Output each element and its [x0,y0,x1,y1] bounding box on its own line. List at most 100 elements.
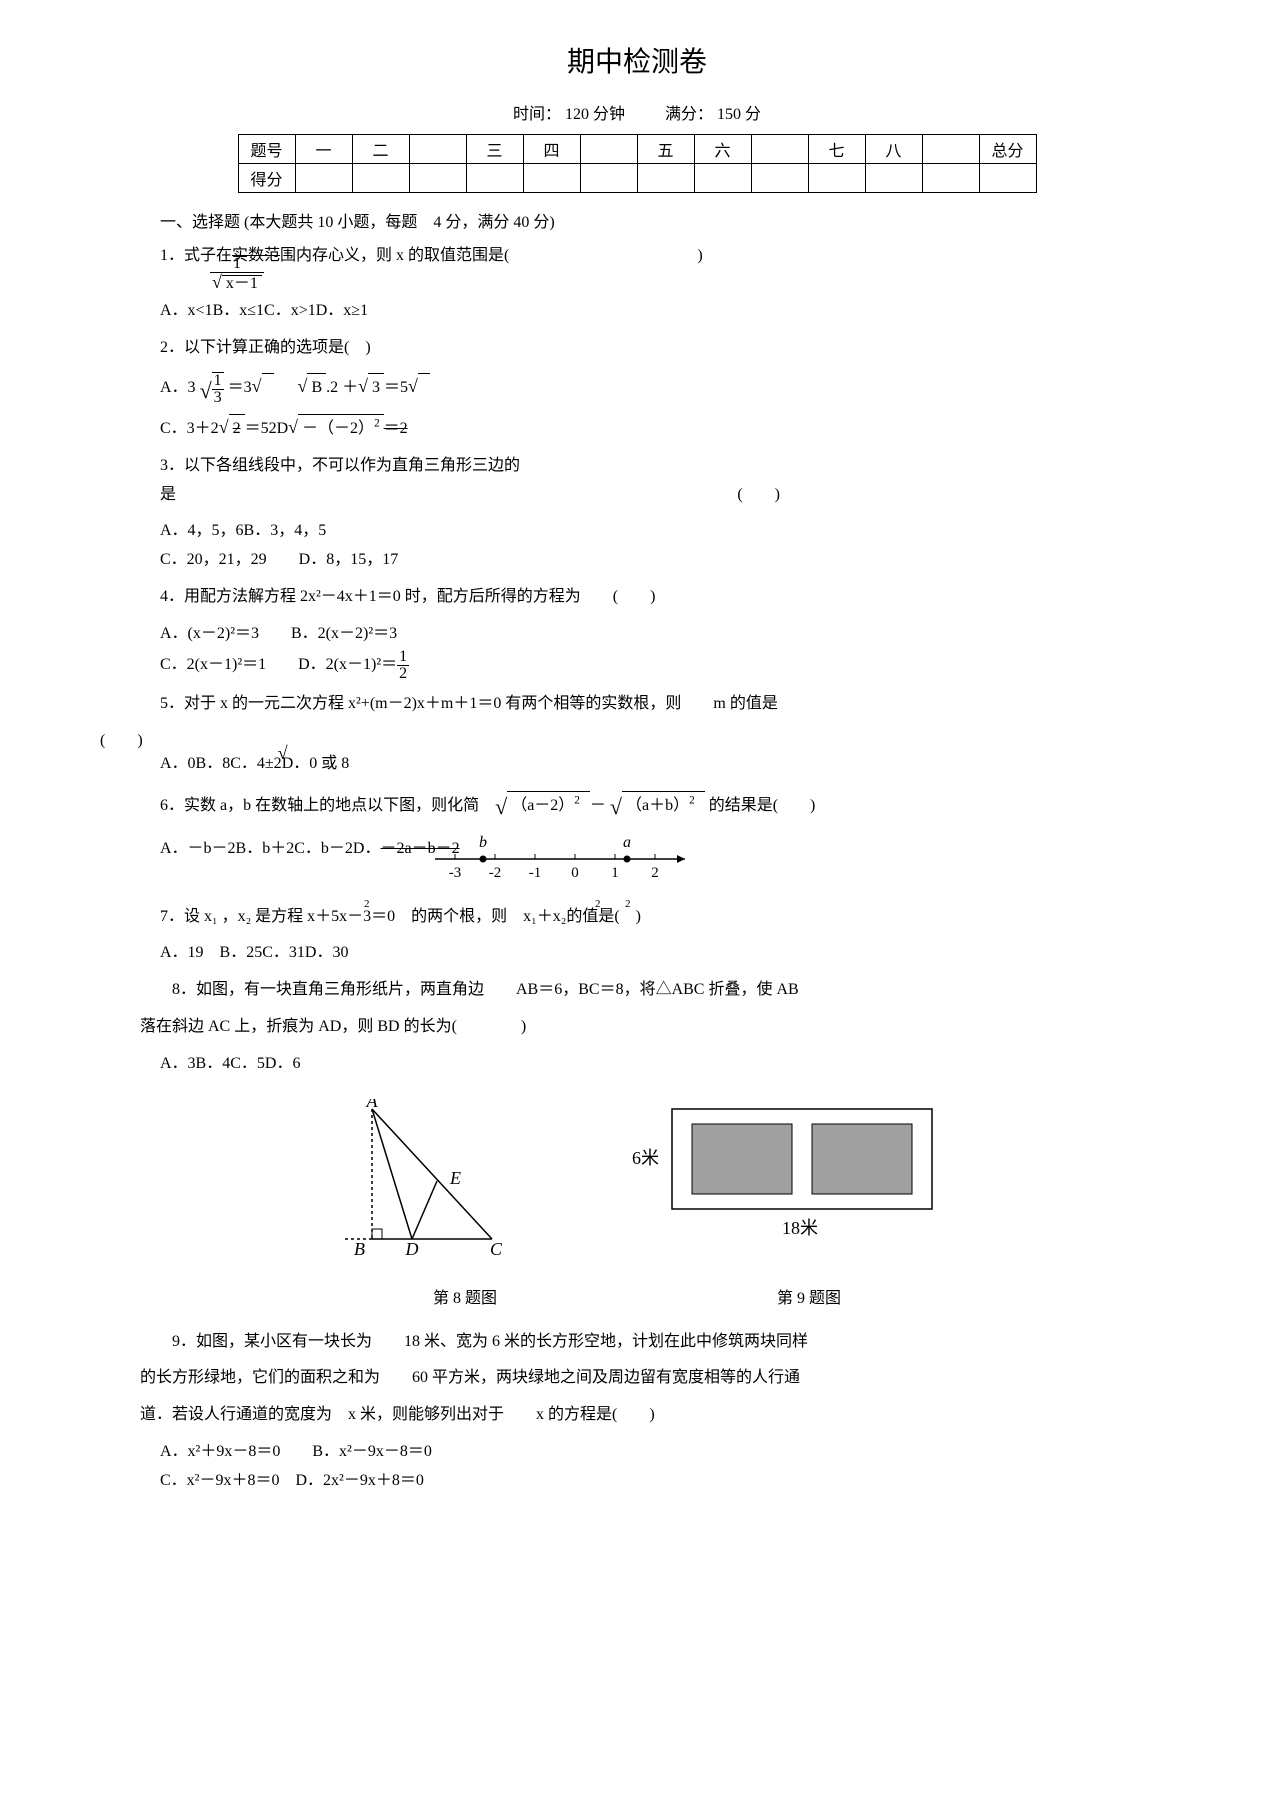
q9-opts1: A．x²＋9x－8＝0 B．x²－9x－8＝0 [160,1438,1174,1467]
exam-info: 时间： 120 分钟 满分： 150 分 [100,100,1174,124]
q9-opts2: C．x²－9x＋8＝0 D．2x²－9x＋8＝0 [160,1467,1174,1496]
question-7: 7．设 x₁ ，x₂ 是方程 x＋5x－3＝0 的两个根，则 x₁＋x₂的值是(… [160,903,1174,932]
q2-optA-pre: A．3 [160,379,196,396]
svg-text:D: D [405,1239,419,1259]
question-9-line2: 的长方形绿地，它们的面积之和为 60 平方米，两块绿地之间及周边留有宽度相等的人… [140,1364,1174,1393]
svg-text:18米: 18米 [782,1218,818,1238]
q5-opts-b: D．0 或 8 [282,755,350,772]
q2-A-den: 3 [212,390,224,406]
page-title: 期中检测卷 [100,40,1174,80]
q7-stem: 7．设 x₁ ，x₂ 是方程 x＋5x－3＝0 的两个根，则 x₁＋x₂的值是(… [160,908,641,925]
question-1: 1．式子在实数范围内存心义，则 x 的取值范围是( ) 1 √x－1 [160,242,1174,271]
q8-options: A．3B．4C．5D．6 [160,1050,1174,1079]
th-blank [751,135,808,164]
question-2: 2．以下计算正确的选项是( ) [160,334,1174,363]
q2-B-mid: ＝5 [384,379,408,396]
nl-t2: -1 [528,865,541,881]
score-table: 题号 一 二 三 四 五 六 七 八 总分 得分 [238,134,1037,193]
q7-sup1: 2 [364,895,370,915]
q4-opts1: A．(x－2)²＝3 B．2(x－2)²＝3 [160,620,1174,649]
number-line: b a -3 -2 -1 0 1 2 [425,829,705,895]
q2-A-mid: ＝3 [228,379,252,396]
q3-paren: ( ) [737,481,780,510]
q6-sqrt2: （a＋b） [626,797,689,814]
th-blank [409,135,466,164]
q1-text-b: 围内存心义，则 x 的取值范围是( [280,247,509,264]
table-header-row: 题号 一 二 三 四 五 六 七 八 总分 [238,135,1036,164]
nl-t0: -3 [448,865,461,881]
q6-stem-b: 的结果是( ) [709,797,816,814]
th-6: 六 [694,135,751,164]
q6-sqrt2-sup: 2 [689,795,695,807]
q1-options: A．x<1B．x≤1C．x>1D．x≥1 [160,297,1174,326]
nl-t4: 1 [611,865,619,881]
th-3: 三 [466,135,523,164]
score-label: 满分： [665,106,713,123]
q3-opts2: C．20，21，29 D．8，15，17 [160,546,1174,575]
nl-a: a [623,834,631,851]
q3-opts1: A．4，5，6B．3，4，5 [160,517,1174,546]
q5-options: A．0B．8C．4±2√D．0 或 8 [160,750,1174,779]
q7-options: A．19 B．25C．31D．30 [160,939,1174,968]
nl-t1: -2 [488,865,501,881]
nl-b: b [479,834,487,851]
figure-8: A E B D C [332,1099,502,1264]
caption-9: 第 9 题图 [777,1284,841,1308]
svg-text:6米: 6米 [632,1148,659,1168]
svg-text:A: A [366,1099,379,1111]
score-value: 150 分 [717,106,761,123]
th-label: 题号 [238,135,295,164]
question-8: 8．如图，有一块直角三角形纸片，两直角边 AB＝6，BC＝8，将△ABC 折叠，… [140,976,1174,1005]
caption-8: 第 8 题图 [433,1284,497,1308]
svg-text:C: C [490,1239,502,1259]
th-2: 二 [352,135,409,164]
th-total: 总分 [979,135,1036,164]
figure-9: 6米 18米 [622,1099,942,1264]
q1-frac-num: 1 [210,256,264,273]
q2-B-sqrt2: 3 [368,373,384,403]
q1-fraction: 1 √x－1 [210,256,264,292]
q2-C-after: 2D [269,420,289,437]
nl-t5: 2 [651,865,659,881]
question-3: 3．以下各组线段中，不可以作为直角三角形三边的 是 ( ) [160,452,1174,510]
question-6: 6．实数 a，b 在数轴上的地点以下图，则化简 √（a－2）2－ √（a＋b）2… [160,787,1174,827]
svg-text:E: E [449,1168,461,1188]
q3-stem2: 是 [160,481,176,510]
q6-opts-a: A．－b－2B．b＋2C．b－2D． [160,840,380,857]
th-8: 八 [865,135,922,164]
question-5: 5．对于 x 的一元二次方程 x²+(m－2)x＋m＋1＝0 有两个相等的实数根… [160,690,1174,719]
q7-sup3: 2 [625,895,631,915]
q1-paren: ) [697,247,702,264]
time-value: 120 分钟 [565,106,625,123]
nl-t3: 0 [571,865,579,881]
q6-sqrt1-sup: 2 [574,795,580,807]
q4-frac-den: 2 [397,665,409,682]
question-4: 4．用配方法解方程 2x²－4x＋1＝0 时，配方后所得的方程为 ( ) [160,583,1174,612]
th-7: 七 [808,135,865,164]
q4-opts2: C．2(x－1)²＝1 D．2(x－1)²＝ 1 2 [160,649,1174,682]
svg-text:B: B [354,1239,365,1259]
q4-frac-num: 1 [397,649,409,665]
q2-B-sqrt: .2 ＋ [326,379,358,396]
q2-C: C．3＋2 [160,420,219,437]
th-blank [580,135,637,164]
th-1: 一 [295,135,352,164]
q2-C-mid: ＝5 [245,420,269,437]
q6-options-line: A．－b－2B．b＋2C．b－2D．－2a－b－2 b a -3 -2 -1 0… [160,835,1174,895]
q3-stem1: 3．以下各组线段中，不可以作为直角三角形三边的 [160,452,1174,481]
q2-D-sqrt: －（－2） [302,420,374,437]
q2-options-cd: C．3＋2√2＝52D√－（－2）2＝2 [160,411,1174,444]
table-score-row: 得分 [238,164,1036,193]
q4-opts2a: C．2(x－1)²＝1 D．2(x－1)²＝ [160,656,397,673]
q1-frac-den: √x－1 [210,273,264,292]
q6-sqrt1: （a－2） [511,797,574,814]
section-1-header: 一、选择题 (本大题共 10 小题，每题 4 分，满分 40 分) [160,208,1174,232]
question-9-line1: 9．如图，某小区有一块长为 18 米、宽为 6 米的长方形空地，计划在此中修筑两… [140,1328,1174,1357]
q2-options-ab: A．3 √ 1 3 ＝3√ √B.2 ＋√3＝5√ [160,370,1174,411]
q2-B-pre: B [311,379,322,396]
th-blank [922,135,979,164]
q2-D-eq: ＝2 [384,420,408,437]
time-label: 时间： [513,106,561,123]
q2-D-sup: 2 [374,418,380,430]
th-5: 五 [637,135,694,164]
